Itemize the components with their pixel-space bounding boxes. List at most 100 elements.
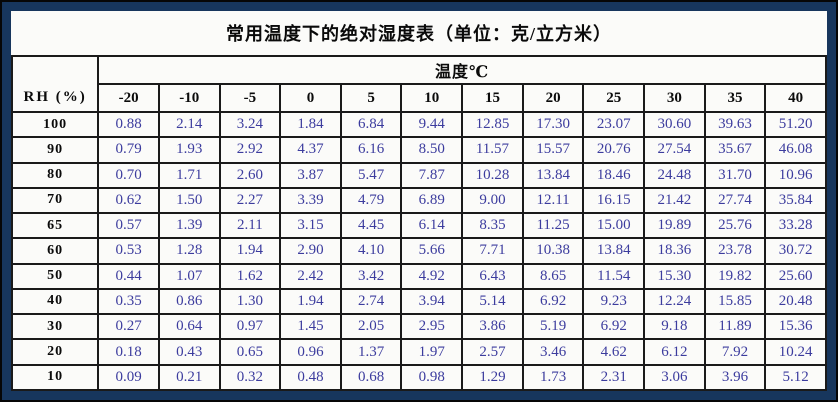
rh-value-cell: 10 — [10, 363, 100, 392]
table-row: 20 0.18 0.43 0.65 0.96 1.37 1.97 2.57 3.46 4.62 6.… — [10, 338, 827, 366]
humidity-value-cell: 7.92 — [703, 338, 767, 366]
humidity-value-cell: 27.54 — [643, 136, 706, 164]
humidity-value-cell: 19.89 — [643, 212, 706, 240]
temp-col-header: 15 — [461, 83, 524, 113]
humidity-value-cell: 8.35 — [461, 212, 524, 240]
humidity-value-cell: 10.38 — [521, 237, 585, 265]
humidity-value-cell: 24.48 — [643, 161, 706, 189]
humidity-value-cell: 11.54 — [582, 262, 646, 290]
humidity-value-cell: 3.24 — [218, 110, 282, 139]
rh-value-cell: 65 — [10, 212, 100, 240]
humidity-value-cell: 1.29 — [461, 363, 524, 392]
rh-value-cell: 70 — [10, 186, 100, 215]
humidity-value-cell: 6.16 — [339, 136, 403, 164]
humidity-value-cell: 30.60 — [643, 110, 706, 139]
humidity-value-cell: 15.36 — [764, 313, 827, 341]
humidity-value-cell: 5.14 — [461, 287, 524, 316]
humidity-value-cell: 4.92 — [400, 262, 464, 290]
humidity-value-cell: 2.05 — [339, 313, 403, 341]
humidity-value-cell: 2.57 — [461, 338, 524, 366]
table-wrap: RH (%) 温度℃ -20 -10 -5 0 5 10 15 20 25 30 35 40 100 0… — [10, 55, 827, 392]
humidity-value-cell: 25.60 — [764, 262, 827, 290]
humidity-value-cell: 1.84 — [279, 110, 342, 139]
humidity-value-cell: 12.85 — [461, 110, 524, 139]
humidity-value-cell: 46.08 — [764, 136, 827, 164]
humidity-value-cell: 1.50 — [157, 186, 221, 215]
page-title: 常用温度下的绝对湿度表（单位：克/立方米） — [226, 24, 612, 44]
humidity-value-cell: 31.70 — [703, 161, 767, 189]
humidity-value-cell: 6.89 — [400, 186, 464, 215]
humidity-value-cell: 3.42 — [339, 262, 403, 290]
humidity-value-cell: 11.89 — [703, 313, 767, 341]
humidity-value-cell: 6.12 — [643, 338, 706, 366]
humidity-value-cell: 6.43 — [461, 262, 524, 290]
humidity-value-cell: 2.90 — [279, 237, 342, 265]
humidity-value-cell: 1.45 — [279, 313, 342, 341]
temp-col-header: -5 — [218, 83, 282, 113]
humidity-value-cell: 0.98 — [400, 363, 464, 392]
temp-col-header: 10 — [400, 83, 464, 113]
humidity-value-cell: 4.79 — [339, 186, 403, 215]
rh-value-cell: 20 — [10, 338, 100, 366]
humidity-value-cell: 0.64 — [157, 313, 221, 341]
humidity-value-cell: 15.30 — [643, 262, 706, 290]
humidity-value-cell: 3.94 — [400, 287, 464, 316]
humidity-value-cell: 2.11 — [218, 212, 282, 240]
humidity-value-cell: 35.84 — [764, 186, 827, 215]
humidity-value-cell: 17.30 — [521, 110, 585, 139]
humidity-value-cell: 0.35 — [97, 287, 160, 316]
humidity-value-cell: 0.21 — [157, 363, 221, 392]
humidity-value-cell: 20.48 — [764, 287, 827, 316]
humidity-value-cell: 1.71 — [157, 161, 221, 189]
humidity-value-cell: 11.25 — [521, 212, 585, 240]
humidity-value-cell: 0.48 — [279, 363, 342, 392]
temp-col-header: 25 — [582, 83, 646, 113]
table-row: 10 0.09 0.21 0.32 0.48 0.68 0.98 1.29 1.73 2.31 3.… — [10, 363, 827, 392]
table-row: 90 0.79 1.93 2.92 4.37 6.16 8.50 11.57 15.57 20.7… — [10, 136, 827, 164]
table-row: 65 0.57 1.39 2.11 3.15 4.45 6.14 8.35 11.25 15.00… — [10, 212, 827, 240]
table-row: 30 0.27 0.64 0.97 1.45 2.05 2.95 3.86 5.19 6.92 9.… — [10, 313, 827, 341]
humidity-value-cell: 3.06 — [643, 363, 706, 392]
humidity-value-cell: 11.57 — [461, 136, 524, 164]
humidity-value-cell: 8.65 — [521, 262, 585, 290]
humidity-value-cell: 8.50 — [400, 136, 464, 164]
rh-value-cell: 90 — [10, 136, 100, 164]
humidity-value-cell: 2.95 — [400, 313, 464, 341]
temp-col-header: 35 — [703, 83, 767, 113]
humidity-value-cell: 5.19 — [521, 313, 585, 341]
humidity-value-cell: 12.11 — [521, 186, 585, 215]
humidity-value-cell: 15.00 — [582, 212, 646, 240]
humidity-value-cell: 1.07 — [157, 262, 221, 290]
table-row: 60 0.53 1.28 1.94 2.90 4.10 5.66 7.71 10.38 13.84… — [10, 237, 827, 265]
humidity-value-cell: 23.07 — [582, 110, 646, 139]
humidity-value-cell: 1.97 — [400, 338, 464, 366]
humidity-value-cell: 0.70 — [97, 161, 160, 189]
humidity-value-cell: 6.92 — [521, 287, 585, 316]
humidity-value-cell: 1.93 — [157, 136, 221, 164]
humidity-value-cell: 13.84 — [582, 237, 646, 265]
humidity-value-cell: 15.57 — [521, 136, 585, 164]
humidity-value-cell: 3.86 — [461, 313, 524, 341]
humidity-value-cell: 15.85 — [703, 287, 767, 316]
humidity-value-cell: 10.96 — [764, 161, 827, 189]
humidity-value-cell: 30.72 — [764, 237, 827, 265]
rh-value-cell: 40 — [10, 287, 100, 316]
humidity-value-cell: 5.12 — [764, 363, 827, 392]
humidity-value-cell: 5.66 — [400, 237, 464, 265]
humidity-value-cell: 7.71 — [461, 237, 524, 265]
humidity-value-cell: 9.18 — [643, 313, 706, 341]
humidity-value-cell: 0.79 — [97, 136, 160, 164]
humidity-value-cell: 0.53 — [97, 237, 160, 265]
humidity-value-cell: 3.15 — [279, 212, 342, 240]
humidity-value-cell: 18.46 — [582, 161, 646, 189]
temp-col-header: 20 — [521, 83, 585, 113]
humidity-value-cell: 3.39 — [279, 186, 342, 215]
rh-value-cell: 30 — [10, 313, 100, 341]
temp-col-header: 5 — [339, 83, 403, 113]
temp-col-header: 0 — [279, 83, 342, 113]
humidity-value-cell: 18.36 — [643, 237, 706, 265]
humidity-value-cell: 2.92 — [218, 136, 282, 164]
temp-values-row: -20 -10 -5 0 5 10 15 20 25 30 35 40 — [12, 83, 827, 113]
humidity-value-cell: 23.78 — [703, 237, 767, 265]
